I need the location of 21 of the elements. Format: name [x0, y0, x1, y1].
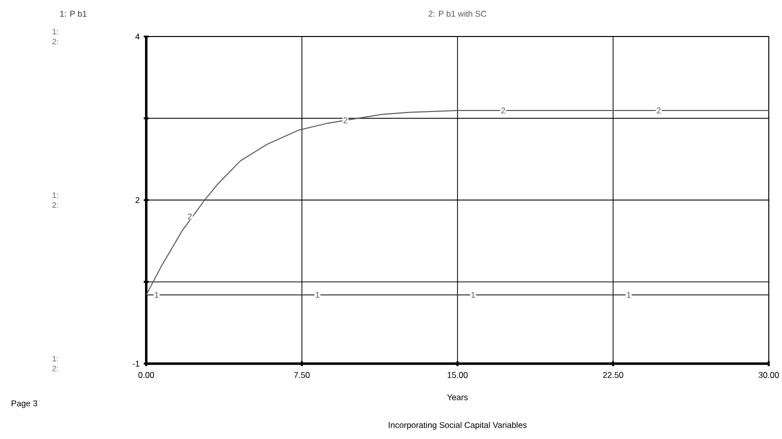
annotation: 2 [656, 108, 661, 114]
x-tick-label: 15.00 [448, 372, 468, 378]
annotation: 1 [154, 292, 159, 298]
x-tick-label: 0.00 [138, 372, 154, 378]
x-tick-label: 22.50 [603, 372, 624, 378]
annotation: 2 [344, 118, 348, 124]
x-axis-title: Years [447, 394, 468, 400]
x-tick-label: 7.50 [294, 372, 310, 378]
annotation: 1 [316, 292, 320, 298]
y-tick-label: 4 [135, 34, 140, 40]
y-tick-label: 2 [136, 197, 140, 204]
text: 1: P b1 [60, 10, 86, 17]
annotation: 2 [501, 108, 506, 114]
text: Incorporating Social Capital Variables [388, 422, 527, 430]
annotation: 1 [626, 292, 631, 298]
annotation: 2 [188, 214, 192, 220]
x-tick-label: 30.00 [758, 372, 779, 378]
text: Page 3 [12, 400, 38, 408]
y-tick-label: -1 [132, 360, 140, 367]
annotation: 1 [471, 292, 475, 298]
text: 2: P b1 with SC [428, 10, 486, 17]
